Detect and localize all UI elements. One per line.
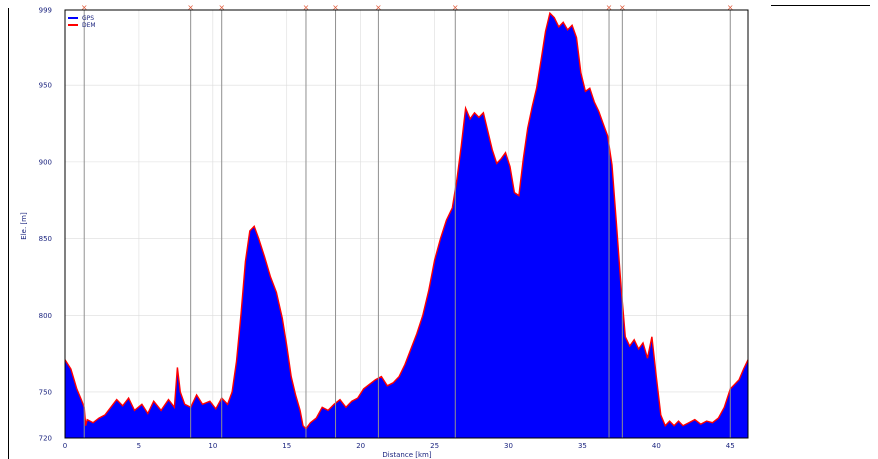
frame-top-border	[771, 5, 870, 6]
waypoint-marker: ×	[727, 3, 734, 12]
waypoint-marker: ×	[332, 3, 339, 12]
waypoint-marker: ×	[619, 3, 626, 12]
x-axis-title: Distance [km]	[382, 451, 431, 459]
legend: GPS DEM	[68, 15, 96, 29]
x-tick-label: 40	[652, 442, 661, 450]
x-tick-label: 30	[504, 442, 513, 450]
plot-area	[64, 11, 749, 438]
plot-frame	[64, 9, 749, 439]
waypoint-marker: ×	[303, 3, 310, 12]
waypoint-marker: ×	[218, 3, 225, 12]
legend-gps-label: GPS	[82, 15, 94, 22]
y-tick-label: 750	[39, 388, 52, 396]
waypoint-markers: × × × × × × × × × ×	[81, 3, 734, 12]
axes	[64, 9, 749, 439]
waypoint-marker: ×	[187, 3, 194, 12]
waypoint-marker: ×	[452, 3, 459, 12]
x-tick-label: 15	[282, 442, 291, 450]
y-tick-label: 850	[39, 235, 52, 243]
waypoint-lines	[83, 10, 731, 438]
x-tick-label: 25	[430, 442, 439, 450]
dem-elevation-line	[64, 11, 749, 430]
legend-dem-label: DEM	[82, 22, 96, 29]
y-tick-label: 999	[39, 7, 52, 15]
y-axis-title: Ele. [m]	[20, 212, 28, 240]
x-tick-label: 5	[137, 442, 141, 450]
waypoint-marker: ×	[375, 3, 382, 12]
frame-left-border	[8, 8, 9, 459]
x-tick-label: 45	[726, 442, 735, 450]
y-tick-label: 950	[39, 82, 52, 90]
waypoint-marker: ×	[81, 3, 88, 12]
y-tick-label: 900	[39, 158, 52, 166]
waypoint-marker: ×	[606, 3, 613, 12]
gps-elevation-area	[65, 13, 748, 438]
y-tick-label: 800	[39, 312, 52, 320]
x-tick-label: 0	[63, 442, 67, 450]
y-tick-label: 720	[39, 435, 52, 443]
x-tick-label: 10	[208, 442, 217, 450]
x-tick-labels: 0 5 10 15 20 25 30 35 40 45	[63, 442, 735, 450]
y-tick-labels: 720 750 800 850 900 950 999	[39, 7, 52, 443]
x-tick-label: 35	[578, 442, 587, 450]
x-tick-label: 20	[356, 442, 365, 450]
